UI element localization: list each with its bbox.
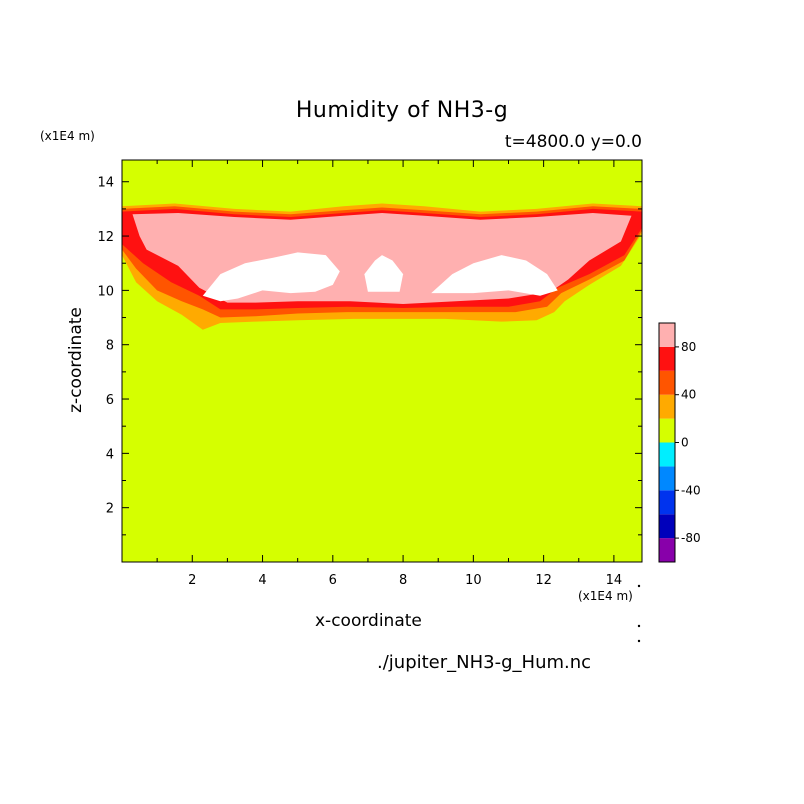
y-tick-label: 8 xyxy=(106,339,114,354)
x-axis-unit: (x1E4 m) xyxy=(578,589,633,603)
x-tick-label: 2 xyxy=(188,573,196,588)
colorbar-swatch xyxy=(659,394,675,419)
x-tick-label: 12 xyxy=(535,573,552,588)
saturated-region-1 xyxy=(202,252,340,302)
x-tick-label: 8 xyxy=(399,573,407,588)
x-tick-label: 4 xyxy=(258,573,266,588)
y-tick-label: 4 xyxy=(106,447,114,462)
corner-dot xyxy=(637,624,641,628)
y-tick-label: 10 xyxy=(97,284,114,299)
y-axis-label: z-coordinate xyxy=(66,307,86,413)
colorbar-swatch xyxy=(659,346,675,371)
colorbar-swatch xyxy=(659,442,675,467)
colorbar-label: 40 xyxy=(681,388,696,402)
colorbar-swatch xyxy=(659,514,675,539)
chart-subtitle: t=4800.0 y=0.0 xyxy=(504,132,642,152)
corner-dot xyxy=(637,584,641,588)
y-tick-label: 2 xyxy=(106,502,114,517)
y-axis-unit: (x1E4 m) xyxy=(40,129,95,143)
y-axis: 2 4 6 8 10 12 14 xyxy=(97,176,642,536)
x-axis-label: x-coordinate xyxy=(315,611,422,631)
y-tick-label: 12 xyxy=(97,230,114,245)
saturated-region-3 xyxy=(431,255,558,296)
x-tick-label: 14 xyxy=(606,573,623,588)
colorbar-swatch xyxy=(659,538,675,562)
colorbar-swatch xyxy=(659,418,675,443)
colorbar-swatch xyxy=(659,370,675,395)
source-filename: ./jupiter_NH3-g_Hum.nc xyxy=(377,652,592,673)
colorbar: 80 40 0 -40 -80 xyxy=(658,322,701,563)
colorbar-label: 0 xyxy=(681,436,689,450)
colorbar-swatch xyxy=(659,323,675,347)
corner-marks xyxy=(637,584,641,643)
x-tick-label: 6 xyxy=(329,573,337,588)
colorbar-label: -80 xyxy=(681,531,701,545)
colorbar-swatch xyxy=(659,466,675,491)
colorbar-swatch xyxy=(659,490,675,515)
chart-title: Humidity of NH3-g xyxy=(295,98,509,123)
y-tick-label: 14 xyxy=(97,176,114,191)
colorbar-label: 80 xyxy=(681,340,696,354)
x-tick-label: 10 xyxy=(465,573,482,588)
plot-frame xyxy=(121,159,643,563)
saturated-region-2 xyxy=(364,255,404,292)
corner-dot xyxy=(637,639,641,643)
x-axis: 2 4 6 8 10 12 14 xyxy=(156,160,623,588)
contour-fills xyxy=(122,160,642,562)
y-tick-label: 6 xyxy=(106,393,114,408)
colorbar-label: -40 xyxy=(681,483,701,497)
